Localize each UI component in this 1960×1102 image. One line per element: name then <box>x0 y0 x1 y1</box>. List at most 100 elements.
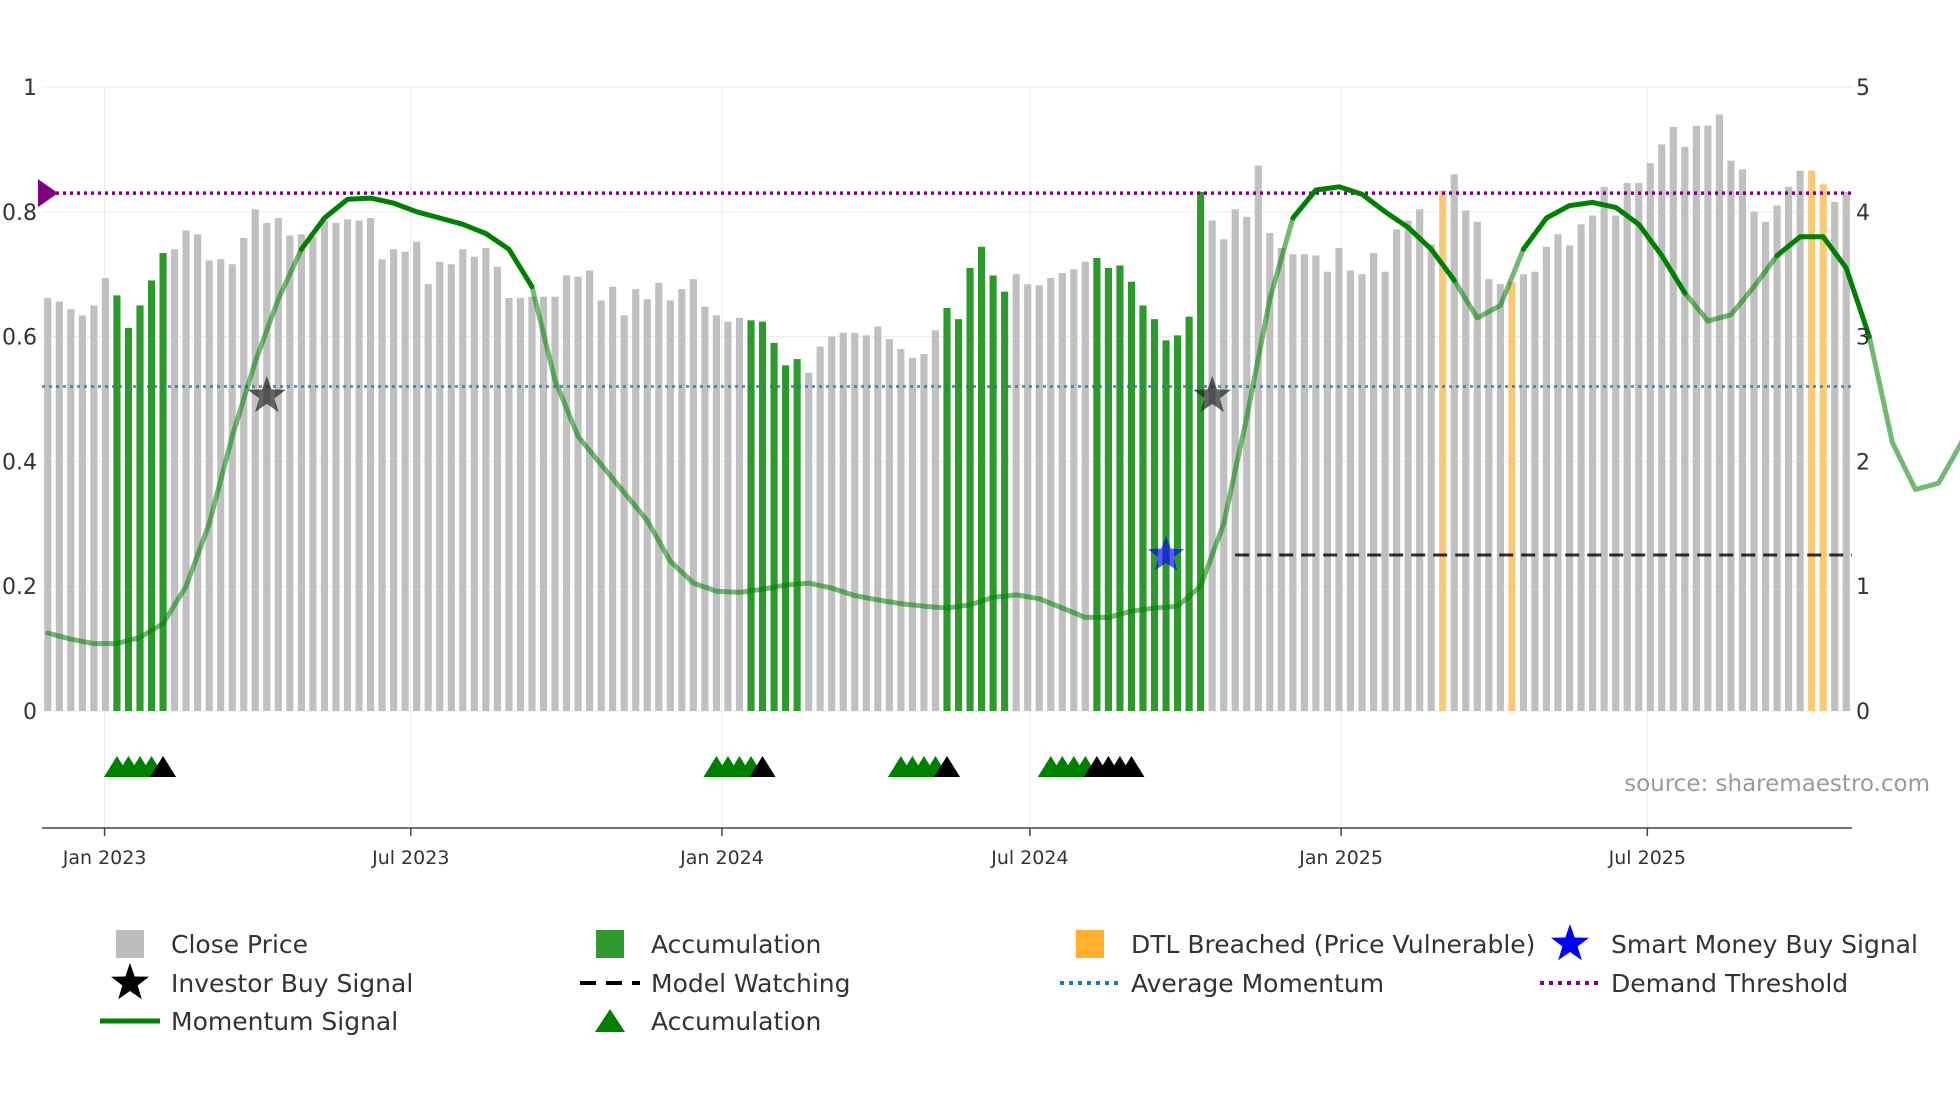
bar-accumulation-82 <box>989 275 997 711</box>
bar-close-111 <box>1323 271 1332 711</box>
bar-close-53 <box>655 282 663 711</box>
bar-close-106 <box>1266 233 1274 712</box>
legend-item-9: Accumulation <box>595 1007 821 1036</box>
bar-close-0 <box>44 297 52 711</box>
bar-close-18 <box>251 209 259 711</box>
legend-label-3: Smart Money Buy Signal <box>1611 930 1918 959</box>
legend-label-1: Accumulation <box>651 930 821 959</box>
bar-accumulation-8 <box>136 305 144 711</box>
bar-close-113 <box>1346 270 1355 711</box>
bar-close-72 <box>874 326 882 711</box>
bar-close-146 <box>1727 160 1735 711</box>
y-left-tick-label-2: 0.4 <box>2 450 37 475</box>
bar-close-32 <box>413 241 421 711</box>
bar-accumulation-10 <box>159 252 167 711</box>
y-left-tick-label-3: 0.6 <box>2 326 37 351</box>
bar-close-42 <box>528 296 536 711</box>
bar-close-47 <box>586 270 594 711</box>
bar-close-66 <box>805 372 813 711</box>
legend-label-4: Investor Buy Signal <box>171 969 413 998</box>
bar-close-73 <box>885 339 893 711</box>
legend-handle-star <box>1551 924 1589 961</box>
legend-handle-square <box>116 930 144 958</box>
legend-label-8: Momentum Signal <box>171 1007 398 1036</box>
legend-handle-triangle <box>595 1009 625 1032</box>
bar-close-129 <box>1531 271 1539 711</box>
demand-threshold-marker <box>38 179 58 208</box>
bar-close-145 <box>1715 114 1723 712</box>
bar-close-151 <box>1785 186 1793 712</box>
bar-close-115 <box>1369 252 1378 711</box>
bar-close-59 <box>724 321 732 711</box>
bar-accumulation-99 <box>1185 316 1193 711</box>
bar-close-4 <box>90 305 98 711</box>
x-tick-label-1: Jul 2023 <box>371 847 449 869</box>
bar-close-140 <box>1658 144 1666 711</box>
bar-close-134 <box>1589 215 1597 711</box>
y-right-tick-label-0: 0 <box>1856 700 1870 725</box>
bar-close-30 <box>390 249 398 712</box>
bar-close-19 <box>263 223 271 712</box>
bar-close-152 <box>1796 170 1804 712</box>
bar-close-74 <box>897 349 905 711</box>
bar-close-22 <box>297 234 305 711</box>
bar-close-33 <box>424 284 432 711</box>
bar-close-26 <box>343 219 352 711</box>
bar-close-143 <box>1692 125 1700 712</box>
legend-item-5: Model Watching <box>580 969 851 998</box>
bar-close-87 <box>1047 277 1055 711</box>
momentum-line-segment-0 <box>45 246 304 647</box>
bar-accumulation-100 <box>1197 191 1205 711</box>
bar-close-41 <box>516 297 525 711</box>
bar-close-34 <box>436 261 444 711</box>
legend-item-6: Average Momentum <box>1060 969 1384 998</box>
bar-accumulation-6 <box>113 295 121 711</box>
bar-accumulation-96 <box>1150 319 1159 711</box>
signal-markers <box>103 375 1232 777</box>
bar-accumulation-79 <box>954 319 963 711</box>
bar-close-131 <box>1554 234 1562 711</box>
bar-close-119 <box>1416 209 1424 711</box>
bar-close-23 <box>309 236 317 711</box>
bar-close-35 <box>447 264 455 711</box>
bar-accumulation-98 <box>1173 335 1182 711</box>
bar-close-135 <box>1600 186 1608 712</box>
bar-accumulation-78 <box>943 307 951 711</box>
momentum-line-segment-2 <box>529 215 1296 620</box>
legend-label-5: Model Watching <box>651 969 851 998</box>
bar-accumulation-93 <box>1116 265 1124 711</box>
bar-close-149 <box>1761 221 1770 711</box>
momentum-line-segment-3 <box>1290 184 1457 283</box>
bar-close-70 <box>851 332 859 711</box>
bar-close-31 <box>401 251 409 711</box>
bar-dtl-127 <box>1508 281 1516 711</box>
bar-dtl-154 <box>1819 184 1827 711</box>
y-right-tick-label-5: 5 <box>1856 76 1870 101</box>
bar-close-104 <box>1243 216 1251 712</box>
bar-accumulation-81 <box>978 246 986 711</box>
bar-close-20 <box>274 218 282 712</box>
bar-close-89 <box>1070 269 1078 711</box>
bar-close-13 <box>194 234 202 711</box>
momentum-line-segment-4 <box>1451 246 1526 321</box>
bar-close-126 <box>1496 284 1504 711</box>
bar-close-28 <box>366 218 375 712</box>
bar-close-105 <box>1254 165 1262 711</box>
y-right-tick-label-2: 2 <box>1856 450 1870 475</box>
accumulation-triangle-black-2 <box>934 756 960 777</box>
legend-item-4: Investor Buy Signal <box>111 963 413 1000</box>
x-tick-label-4: Jan 2025 <box>1298 847 1383 869</box>
bar-dtl-153 <box>1808 170 1816 712</box>
legend: Close Price Accumulation DTL Breached (Pri… <box>100 924 1918 1036</box>
bar-close-109 <box>1300 254 1308 711</box>
bar-close-54 <box>666 300 674 711</box>
bar-close-102 <box>1220 239 1228 712</box>
bar-close-110 <box>1312 255 1320 712</box>
bar-close-142 <box>1681 146 1689 712</box>
bar-close-118 <box>1404 220 1412 711</box>
bar-close-55 <box>678 289 686 711</box>
bar-close-148 <box>1750 211 1758 712</box>
bar-close-128 <box>1519 274 1528 711</box>
bar-close-2 <box>67 309 75 711</box>
bar-close-56 <box>689 279 697 711</box>
